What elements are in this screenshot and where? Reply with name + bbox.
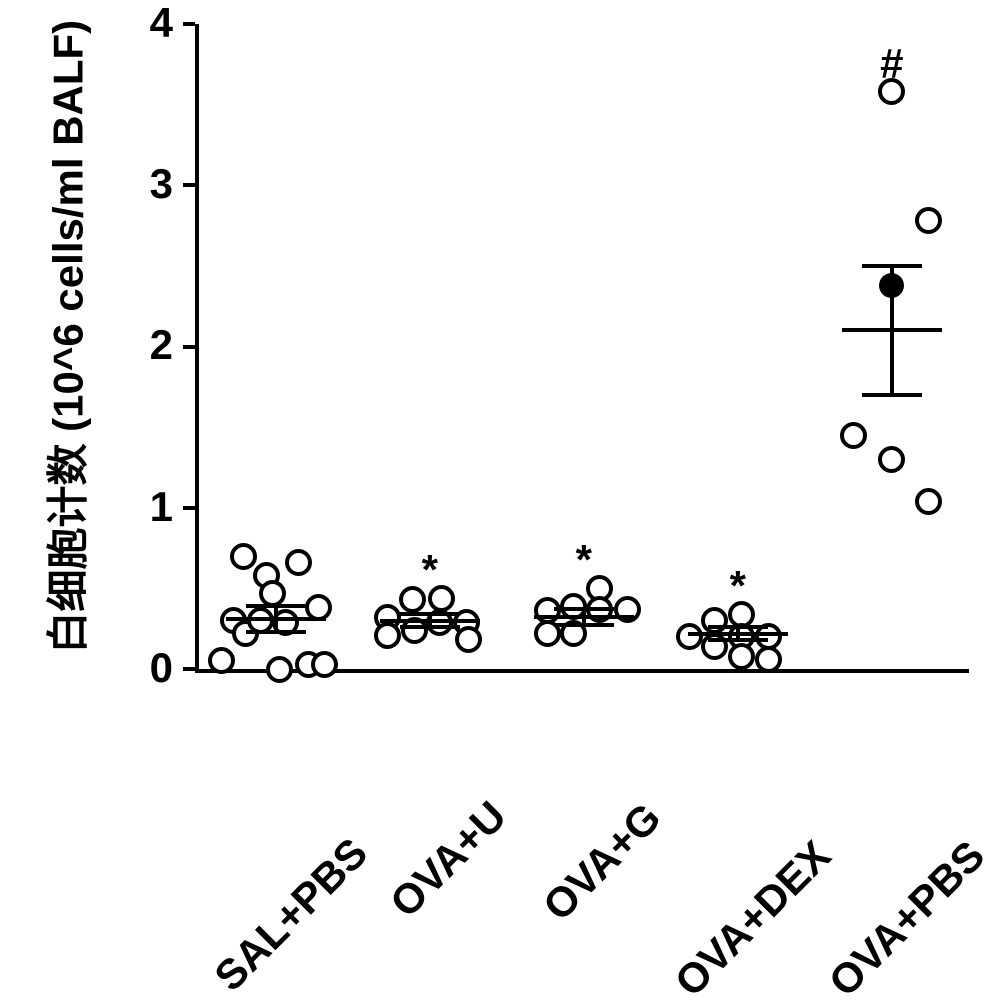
data-point (230, 543, 257, 570)
y-tick (183, 22, 195, 26)
error-cap (246, 630, 306, 634)
y-tick-label: 1 (123, 483, 173, 531)
data-point (676, 623, 703, 650)
error-cap (862, 264, 922, 268)
mean-marker (879, 273, 904, 298)
error-cap (400, 625, 460, 629)
data-point (266, 656, 293, 683)
y-tick (183, 667, 195, 671)
x-tick-label: OVA+G (534, 794, 671, 931)
y-tick (183, 506, 195, 510)
error-bar (274, 606, 278, 632)
data-point (755, 646, 782, 673)
significance-marker: # (880, 40, 903, 88)
x-tick-label: OVA+DEX (665, 832, 840, 1006)
error-cap (400, 612, 460, 616)
data-point (374, 622, 401, 649)
y-tick (183, 345, 195, 349)
data-point (915, 488, 942, 515)
data-point (259, 580, 286, 607)
data-point (701, 633, 728, 660)
y-axis-title: 白细胞计数 (10^6 cells/ml BALF) (35, 53, 96, 653)
error-cap (246, 604, 306, 608)
x-tick-label: OVA+PBS (819, 832, 994, 1006)
error-cap (708, 625, 768, 629)
y-tick-label: 4 (123, 0, 173, 47)
y-tick (183, 183, 195, 187)
data-point (311, 651, 338, 678)
data-point (840, 422, 867, 449)
error-cap (862, 393, 922, 397)
y-tick-label: 2 (123, 321, 173, 369)
y-tick-label: 0 (123, 644, 173, 692)
error-cap (554, 607, 614, 611)
data-point (728, 643, 755, 670)
x-tick-label: OVA+U (381, 792, 516, 927)
significance-marker: * (576, 536, 592, 584)
significance-marker: * (422, 546, 438, 594)
x-tick-label: SAL+PBS (205, 829, 377, 1001)
error-cap (554, 623, 614, 627)
error-cap (708, 638, 768, 642)
y-tick-label: 3 (123, 160, 173, 208)
significance-marker: * (730, 562, 746, 610)
